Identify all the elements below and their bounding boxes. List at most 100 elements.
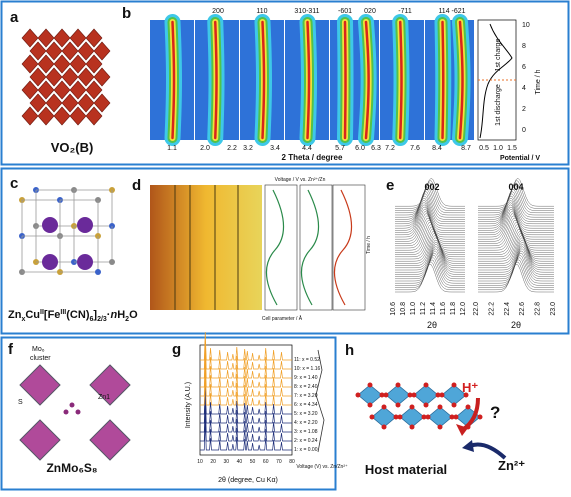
peak-label: 004: [508, 182, 523, 192]
sample-label: 7: x = 3.20: [294, 393, 318, 399]
arrow-head: [462, 440, 474, 452]
tetrahedron: [428, 407, 452, 427]
oxygen: [466, 405, 471, 410]
xrd-pattern: [200, 404, 292, 432]
panel-label: g: [172, 341, 181, 358]
panel-label: e: [386, 177, 394, 194]
formula: ZnxCuII[FeIII(CN)6]2/3·nH2O: [8, 309, 138, 323]
tick-label: 7.2: [385, 145, 395, 152]
oxygen: [440, 393, 445, 398]
tick-label: 11.2: [420, 302, 427, 315]
tick-label: 8: [522, 43, 526, 50]
tick-label: 0.5: [479, 145, 489, 152]
oxygen: [398, 415, 403, 420]
axis-label: 2θ (degree, Cu Kα): [218, 477, 278, 484]
pattern-line: [478, 198, 554, 226]
pattern-line: [478, 231, 554, 259]
pattern-line: [478, 244, 554, 272]
oxygen: [382, 425, 387, 430]
oxygen: [370, 415, 375, 420]
axis-label: 2 Theta / degree: [282, 153, 343, 162]
panel-label: c: [10, 175, 18, 192]
cluster: [20, 365, 60, 405]
xrd-pattern: [200, 422, 292, 450]
oxygen: [382, 405, 387, 410]
tick-label: 11.4: [430, 302, 437, 315]
oxygen: [452, 403, 457, 408]
tick-label: 12.0: [460, 302, 467, 316]
xrd-pattern: [200, 350, 292, 378]
oxygen: [396, 403, 401, 408]
tick-label: 23.0: [550, 302, 557, 316]
tetrahedron: [414, 385, 438, 405]
zn-atom: [77, 217, 93, 233]
map: [150, 185, 262, 310]
tick-label: 8.4: [432, 145, 442, 152]
reflection: 200: [212, 8, 224, 15]
pattern-line: [478, 260, 554, 288]
axis-label: 2θ: [427, 320, 437, 330]
oxygen: [412, 393, 417, 398]
tick-label: 22.2: [488, 302, 495, 316]
plot-frame: [200, 345, 292, 455]
zn-atom: [42, 254, 58, 270]
axis-label: Voltage (V) vs. Zn/Zn²⁺: [296, 464, 348, 470]
zn-atom: [77, 254, 93, 270]
oxygen: [410, 405, 415, 410]
tick-label: 7.6: [410, 145, 420, 152]
oxygen: [454, 415, 459, 420]
sample-label: 2: x = 0.24: [294, 438, 318, 444]
tick-label: 8.7: [461, 145, 471, 152]
reflection: -601: [338, 8, 352, 15]
reflection: 020: [364, 8, 376, 15]
tick-label: 50: [250, 459, 256, 465]
tick-label: 60: [263, 459, 269, 465]
tick-label: 2.2: [227, 145, 237, 152]
tetrahedron: [358, 385, 382, 405]
xrd-pattern: [200, 413, 292, 441]
axis-label: 2θ: [511, 320, 521, 330]
oxygen: [410, 425, 415, 430]
cluster: [20, 420, 60, 460]
oxygen: [396, 383, 401, 388]
axis-label: Voltage / V vs. Zn²⁺/Zn: [275, 177, 326, 183]
tick-label: 6: [522, 64, 526, 71]
sample-label: 11: x = 0.52: [294, 357, 320, 363]
pattern-line: [395, 260, 465, 288]
tick-label: 2: [522, 106, 526, 113]
axis-label: Time / h: [535, 69, 542, 94]
oxygen: [424, 383, 429, 388]
atom: [109, 259, 115, 265]
oxygen: [478, 415, 483, 420]
reflection: -711: [398, 8, 412, 15]
atom: [95, 269, 101, 275]
tick-label: 6.0: [355, 145, 365, 152]
sample-label: 3: x = 1.08: [294, 429, 318, 435]
annotation: S: [18, 399, 23, 406]
panel-label: a: [10, 9, 19, 26]
oxygen: [368, 383, 373, 388]
xrd-pattern: [200, 386, 292, 414]
tick-label: 4.4: [302, 145, 312, 152]
zn-atom: [64, 410, 69, 415]
axis-label: Cell parameter / Å: [262, 315, 303, 322]
sample-label: 9: x = 1.40: [294, 375, 318, 381]
peak-label: 002: [424, 182, 439, 192]
tick-label: 3.2: [243, 145, 253, 152]
panel-label: f: [8, 341, 14, 358]
ion-label: H⁺: [462, 380, 478, 395]
cluster: [90, 420, 130, 460]
pattern-line: [478, 264, 554, 292]
sample-label: 10: x = 1.16: [294, 366, 320, 372]
tick-label: 11.6: [440, 302, 447, 315]
sample-label: 5: x = 3.20: [294, 411, 318, 417]
tick-label: 5.7: [335, 145, 345, 152]
pattern-line: [395, 262, 465, 290]
axis-label: Time / h: [366, 236, 372, 254]
ion-label: Zn²⁺: [498, 458, 525, 473]
caption: VO₂(B): [51, 140, 94, 155]
panel-label: b: [122, 5, 131, 22]
tick-label: 40: [237, 459, 243, 465]
xrd-pattern: [200, 359, 292, 387]
tick-label: 22.6: [519, 302, 526, 316]
